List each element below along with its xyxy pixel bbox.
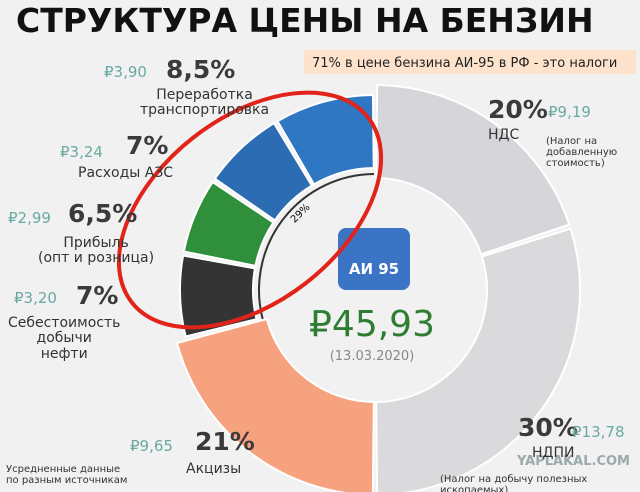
donut-segment <box>182 180 275 268</box>
group-label: 29% <box>289 202 313 225</box>
chart-title: СТРУКТУРА ЦЕНЫ НА БЕНЗИН <box>16 1 594 40</box>
donut-segment <box>375 227 581 492</box>
percent-label: 20% <box>488 95 548 124</box>
center-label: АИ 95 <box>349 260 399 278</box>
percent-label: 21% <box>195 427 255 456</box>
price-label: ₽13,78 <box>572 423 625 441</box>
highlight-circle <box>116 90 384 330</box>
category-label: Прибыль (опт и розница) <box>38 235 155 267</box>
price-label: ₽9,19 <box>548 103 591 121</box>
price-label: ₽3,24 <box>60 143 103 161</box>
donut-segment <box>375 84 571 256</box>
percent-label: 30% <box>518 413 578 442</box>
fuel-icon <box>338 228 410 290</box>
price-label: ₽9,65 <box>130 437 173 455</box>
watermark: YAPLAKAL.COM <box>516 454 630 469</box>
subtitle-box <box>304 50 636 74</box>
donut-segment <box>175 317 375 492</box>
percent-label: 7% <box>76 281 119 310</box>
price-label: ₽3,20 <box>14 289 57 307</box>
subtitle: 71% в цене бензина АИ-95 в РФ - это нало… <box>312 56 617 71</box>
nds-note: (Налог на добавленную стоимость) <box>546 136 618 169</box>
center-value: ₽45,93 <box>309 304 435 345</box>
category-label: НДПИ <box>532 445 575 461</box>
category-label: Акцизы <box>186 461 242 477</box>
percent-label: 8,5% <box>166 55 236 84</box>
donut-segment <box>213 121 314 222</box>
category-label: Расходы АЗС <box>78 165 174 181</box>
donut-segment <box>179 254 258 338</box>
category-label: Переработка транспортировка <box>140 87 270 119</box>
center-date: (13.03.2020) <box>330 349 415 364</box>
group-arc <box>258 173 374 320</box>
category-label: Себестоимость добычи нефти <box>8 315 121 362</box>
price-label: ₽2,99 <box>8 209 51 227</box>
category-label: НДС <box>488 127 520 143</box>
footnote: Усредненные данные по разным источникам <box>6 464 128 486</box>
percent-label: 7% <box>126 131 169 160</box>
price-label: ₽3,90 <box>104 63 147 81</box>
percent-label: 6,5% <box>68 199 138 228</box>
ndpi-note: (Налог на добычу полезных ископаемых) <box>440 474 588 492</box>
donut-segment <box>276 94 375 186</box>
